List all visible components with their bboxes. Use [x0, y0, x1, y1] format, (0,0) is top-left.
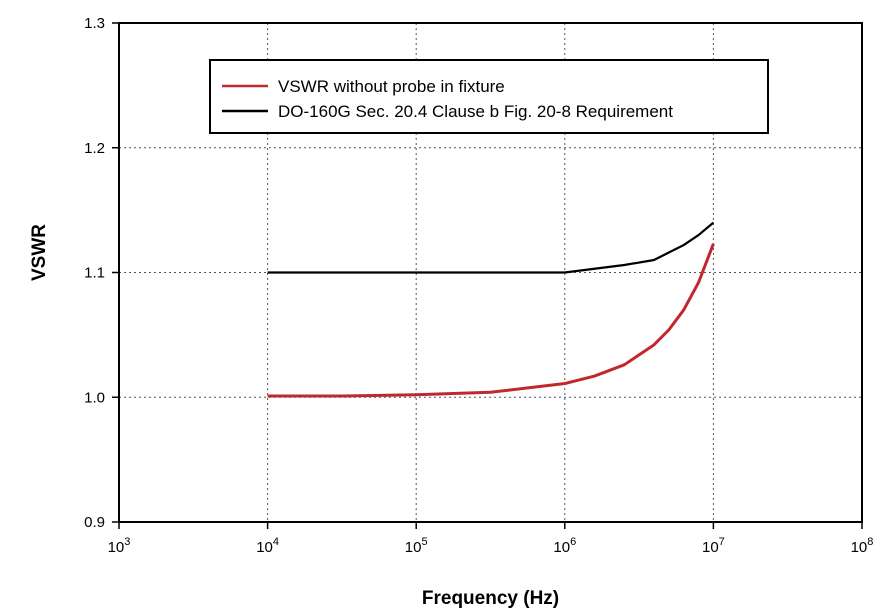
y-tick-label: 1.3 [84, 15, 105, 32]
tick-marks [112, 22, 863, 529]
y-axis-title: VSWR [29, 224, 50, 281]
legend-label-vswr: VSWR without probe in fixture [278, 77, 505, 96]
legend-box [209, 59, 769, 134]
series-line-requirement [267, 221, 715, 274]
series-line-vswr [267, 243, 715, 398]
series-layer [267, 221, 715, 398]
legend-label-requirement: DO-160G Sec. 20.4 Clause b Fig. 20-8 Req… [278, 102, 673, 121]
y-tick-label: 1.0 [84, 389, 105, 406]
x-axis-title: Frequency (Hz) [422, 588, 559, 609]
x-tick-label: 104 [256, 536, 279, 556]
x-tick-label: 107 [702, 536, 725, 556]
y-tick-label: 1.1 [84, 265, 105, 282]
legend: VSWR without probe in fixture DO-160G Se… [209, 59, 769, 134]
x-tick-label: 108 [851, 536, 874, 556]
y-tick-label: 1.2 [84, 140, 105, 157]
x-tick-label: 106 [553, 536, 576, 556]
y-tick-label: 0.9 [84, 514, 105, 531]
tick-labels: 103 104 105 106 107 108 0.9 1.0 1.1 1.2 1.3 [84, 15, 873, 556]
x-tick-label: 105 [405, 536, 428, 556]
x-tick-label: 103 [108, 536, 131, 556]
